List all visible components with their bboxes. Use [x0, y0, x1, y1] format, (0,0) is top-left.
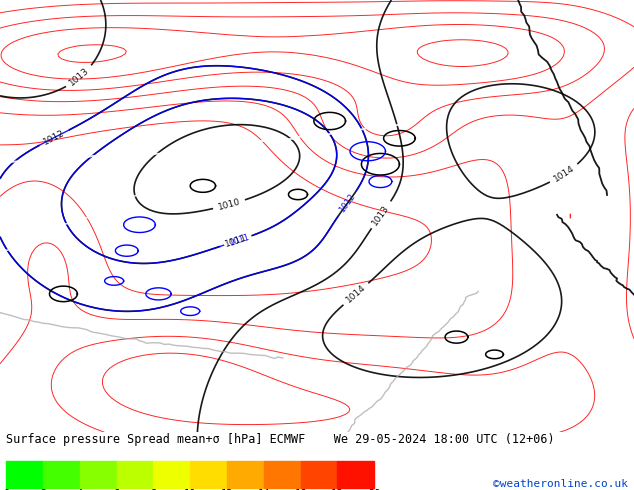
Bar	[264, 461, 301, 488]
Text: 12: 12	[221, 489, 233, 490]
Bar	[153, 461, 190, 488]
Bar	[80, 461, 117, 488]
Text: 4: 4	[77, 489, 83, 490]
Bar	[6, 461, 43, 488]
Bar	[227, 461, 264, 488]
Bar	[190, 461, 227, 488]
Text: Surface pressure Spread mean+σ [hPa] ECMWF    We 29-05-2024 18:00 UTC (12+06): Surface pressure Spread mean+σ [hPa] ECM…	[6, 433, 555, 446]
Text: 1013: 1013	[68, 66, 91, 88]
Text: 8: 8	[150, 489, 157, 490]
Text: 1010: 1010	[217, 197, 242, 212]
Bar	[117, 461, 153, 488]
Text: 14: 14	[257, 489, 270, 490]
Text: 2: 2	[40, 489, 46, 490]
Text: 1014: 1014	[344, 283, 368, 305]
Text: 1011: 1011	[228, 232, 250, 248]
Text: 1013: 1013	[371, 203, 391, 227]
Text: 1012: 1012	[337, 193, 357, 215]
Text: 10: 10	[184, 489, 197, 490]
Text: 18: 18	[331, 489, 344, 490]
Text: ©weatheronline.co.uk: ©weatheronline.co.uk	[493, 479, 628, 489]
Text: 16: 16	[294, 489, 307, 490]
Text: 6: 6	[113, 489, 120, 490]
Text: 1014: 1014	[552, 164, 576, 184]
Bar	[337, 461, 374, 488]
Bar	[301, 461, 337, 488]
Text: 1012: 1012	[42, 128, 67, 147]
Text: 0: 0	[3, 489, 10, 490]
Bar	[43, 461, 80, 488]
Text: 1011: 1011	[223, 233, 248, 249]
Text: 20: 20	[368, 489, 380, 490]
